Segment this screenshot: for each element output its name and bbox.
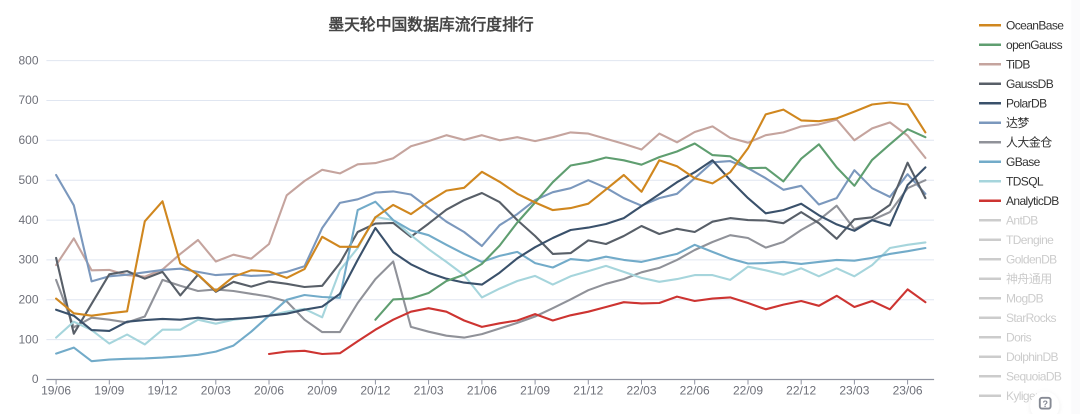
svg-text:400: 400: [18, 213, 38, 227]
svg-text:TiDB: TiDB: [1006, 57, 1030, 71]
svg-text:墨天轮中国数据库流行度排行: 墨天轮中国数据库流行度排行: [328, 15, 534, 34]
svg-text:20/12: 20/12: [360, 384, 390, 398]
svg-text:GoldenDB: GoldenDB: [1006, 252, 1057, 266]
svg-text:20/09: 20/09: [307, 384, 337, 398]
svg-text:21/03: 21/03: [414, 384, 444, 398]
svg-text:OceanBase: OceanBase: [1006, 18, 1064, 32]
svg-text:19/06: 19/06: [41, 384, 71, 398]
svg-text:达梦: 达梦: [1006, 116, 1029, 130]
svg-text:TDSQL: TDSQL: [1006, 174, 1044, 188]
svg-text:23/06: 23/06: [893, 384, 923, 398]
svg-text:StarRocks: StarRocks: [1006, 311, 1057, 325]
svg-text:22/06: 22/06: [680, 384, 710, 398]
svg-text:Doris: Doris: [1006, 330, 1032, 344]
svg-text:500: 500: [18, 173, 38, 187]
svg-text:100: 100: [18, 332, 38, 346]
svg-text:21/09: 21/09: [520, 384, 550, 398]
svg-text:300: 300: [18, 253, 38, 267]
svg-text:PolarDB: PolarDB: [1006, 96, 1047, 110]
svg-text:21/12: 21/12: [573, 384, 603, 398]
svg-text:22/03: 22/03: [626, 384, 656, 398]
svg-text:AnalyticDB: AnalyticDB: [1006, 194, 1059, 208]
svg-text:19/12: 19/12: [147, 384, 177, 398]
svg-text:22/09: 22/09: [733, 384, 763, 398]
svg-text:200: 200: [18, 293, 38, 307]
svg-text:TDengine: TDengine: [1006, 233, 1054, 247]
svg-text:DolphinDB: DolphinDB: [1006, 350, 1059, 364]
svg-text:GaussDB: GaussDB: [1006, 77, 1054, 91]
svg-text:21/06: 21/06: [467, 384, 497, 398]
svg-text:22/12: 22/12: [786, 384, 816, 398]
svg-text:0: 0: [32, 372, 39, 386]
svg-text:SequoiaDB: SequoiaDB: [1006, 369, 1062, 383]
svg-text:20/06: 20/06: [254, 384, 284, 398]
svg-text:19/09: 19/09: [94, 384, 124, 398]
svg-text:openGauss: openGauss: [1006, 38, 1063, 52]
svg-text:600: 600: [18, 133, 38, 147]
svg-text:20/03: 20/03: [201, 384, 231, 398]
svg-text:23/03: 23/03: [839, 384, 869, 398]
svg-text:700: 700: [18, 93, 38, 107]
svg-text:?: ?: [1042, 399, 1048, 409]
svg-text:AntDB: AntDB: [1006, 213, 1038, 227]
svg-text:MogDB: MogDB: [1006, 291, 1044, 305]
svg-text:神舟通用: 神舟通用: [1006, 272, 1052, 286]
svg-text:人大金仓: 人大金仓: [1006, 134, 1052, 149]
svg-text:GBase: GBase: [1006, 155, 1041, 169]
svg-text:800: 800: [18, 53, 38, 67]
